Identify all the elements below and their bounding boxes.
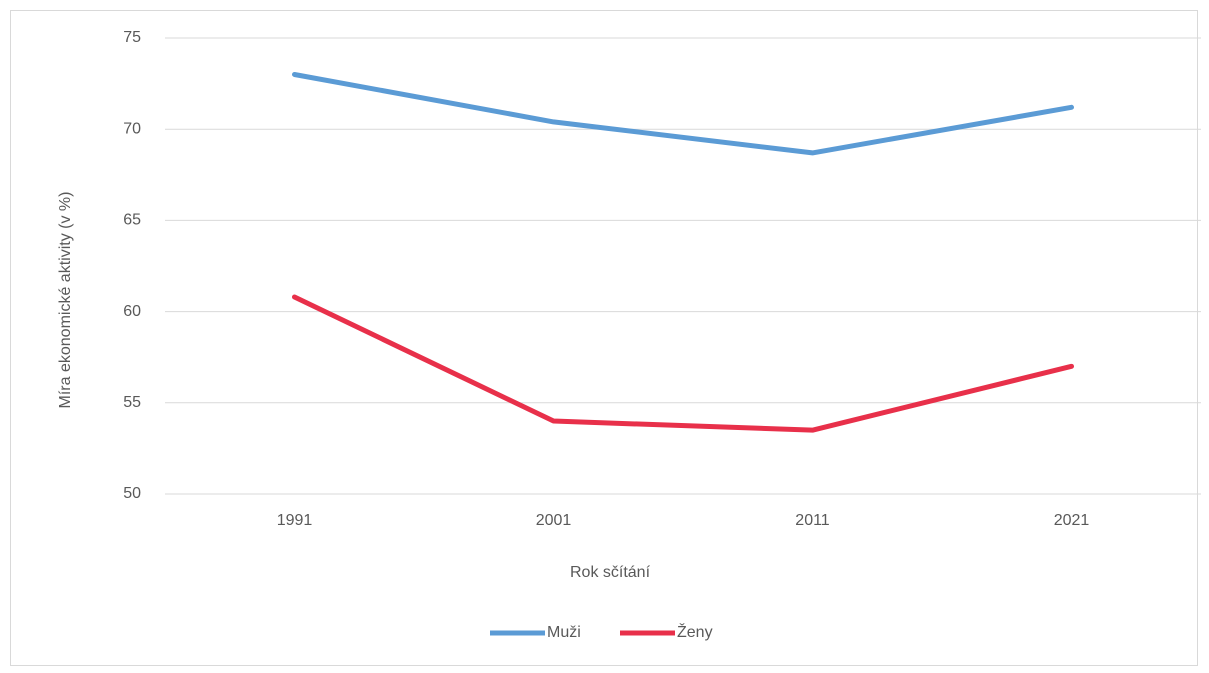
- y-tick-label: 55: [123, 394, 141, 411]
- legend-label: Ženy: [677, 622, 713, 641]
- y-axis-title: Míra ekonomické aktivity (v %): [57, 192, 74, 409]
- x-tick-label: 1991: [277, 512, 313, 529]
- y-tick-label: 60: [123, 303, 141, 320]
- legend-label: Muži: [547, 624, 581, 641]
- x-axis-title: Rok sčítání: [570, 564, 651, 581]
- x-tick-label: 2011: [795, 512, 830, 529]
- x-tick-label: 2001: [536, 512, 572, 529]
- y-tick-label: 65: [123, 212, 141, 229]
- y-tick-label: 70: [123, 120, 141, 137]
- x-tick-label: 2021: [1054, 512, 1090, 529]
- y-tick-label: 50: [123, 485, 141, 502]
- y-tick-label: 75: [123, 29, 141, 46]
- series-line: [292, 71, 1074, 156]
- series-line: [292, 294, 1074, 433]
